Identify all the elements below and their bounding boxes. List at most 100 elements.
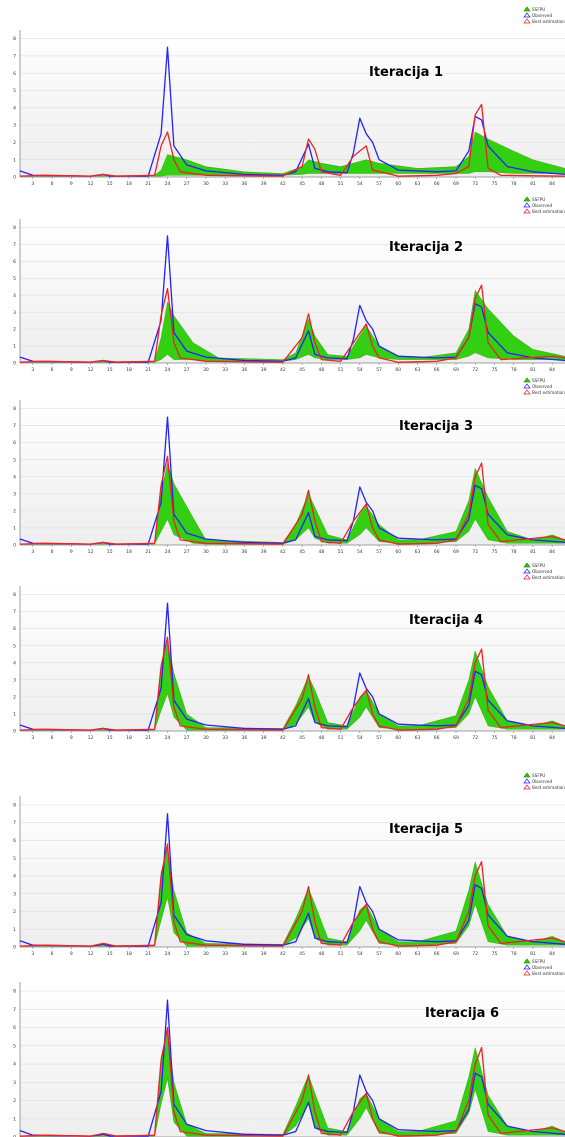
y-tick-label: 4 xyxy=(13,874,16,880)
x-tick-label: 15 xyxy=(107,367,113,373)
y-tick-label: 5 xyxy=(13,457,16,463)
legend-label: Observed xyxy=(532,965,552,970)
y-tick-label: 3 xyxy=(13,123,16,129)
y-tick-label: 4 xyxy=(13,105,16,111)
x-tick-label: 51 xyxy=(338,549,344,555)
y-tick-label: 2 xyxy=(13,327,16,333)
x-tick-label: 33 xyxy=(222,181,228,187)
x-tick-label: 6 xyxy=(51,367,54,373)
observed-legend-icon xyxy=(523,568,531,574)
x-tick-label: 48 xyxy=(318,951,324,957)
x-tick-label: 39 xyxy=(261,951,267,957)
x-tick-label: 48 xyxy=(318,181,324,187)
x-tick-label: 3 xyxy=(31,549,34,555)
legend-label: Observed xyxy=(532,569,552,574)
observed-line xyxy=(19,602,565,731)
x-tick-label: 54 xyxy=(357,181,363,187)
x-tick-label: 84 xyxy=(549,951,555,957)
x-tick-label: 27 xyxy=(184,181,190,187)
y-tick-label: 0 xyxy=(13,1135,16,1137)
ssfpu-legend-icon xyxy=(523,6,531,12)
ssfpu-band xyxy=(19,289,565,363)
observed-line xyxy=(19,416,565,545)
x-tick-label: 81 xyxy=(530,181,536,187)
x-tick-label: 51 xyxy=(338,735,344,741)
y-tick-label: 5 xyxy=(13,88,16,94)
x-tick-label: 72 xyxy=(472,367,478,373)
x-tick-label: 18 xyxy=(126,951,132,957)
x-tick-label: 81 xyxy=(530,549,536,555)
best-estimation-line xyxy=(19,455,565,545)
y-tick-label: 8 xyxy=(13,802,16,808)
x-tick-label: 78 xyxy=(511,549,517,555)
x-tick-label: 57 xyxy=(376,367,382,373)
legend-label: Observed xyxy=(532,203,552,208)
x-tick-label: 24 xyxy=(165,181,171,187)
x-tick-label: 3 xyxy=(31,735,34,741)
x-tick-label: 12 xyxy=(88,951,94,957)
ssfpu-band xyxy=(19,131,565,177)
x-tick-label: 63 xyxy=(415,735,421,741)
x-tick-label: 54 xyxy=(357,735,363,741)
ssfpu-legend-icon xyxy=(523,377,531,383)
x-tick-label: 9 xyxy=(70,549,73,555)
x-tick-label: 54 xyxy=(357,549,363,555)
best-estimation-legend-icon xyxy=(523,970,531,976)
legend-label: Observed xyxy=(532,384,552,389)
y-tick-label: 5 xyxy=(13,856,16,862)
y-tick-label: 3 xyxy=(13,310,16,316)
legend-label: Best estimation xyxy=(532,971,565,976)
legend-label: SSFPU xyxy=(532,378,545,383)
y-tick-label: 1 xyxy=(13,526,16,532)
x-tick-label: 45 xyxy=(299,549,305,555)
x-tick-label: 54 xyxy=(357,367,363,373)
y-tick-label: 6 xyxy=(13,71,16,77)
y-tick-label: 7 xyxy=(13,242,16,248)
x-tick-label: 78 xyxy=(511,181,517,187)
x-tick-label: 78 xyxy=(511,367,517,373)
x-tick-label: 84 xyxy=(549,735,555,741)
x-tick-label: 45 xyxy=(299,951,305,957)
best-estimation-legend-icon xyxy=(523,574,531,580)
x-tick-label: 18 xyxy=(126,181,132,187)
y-tick-label: 6 xyxy=(13,626,16,632)
y-tick-label: 0 xyxy=(13,361,16,367)
x-tick-label: 15 xyxy=(107,735,113,741)
x-tick-label: 21 xyxy=(145,367,151,373)
x-tick-label: 6 xyxy=(51,549,54,555)
x-tick-label: 51 xyxy=(338,951,344,957)
panel-title: Iteracija 1 xyxy=(369,65,443,80)
y-tick-label: 7 xyxy=(13,54,16,60)
y-tick-label: 7 xyxy=(13,820,16,826)
x-tick-label: 69 xyxy=(453,367,459,373)
best-estimation-legend-icon xyxy=(523,389,531,395)
x-tick-label: 60 xyxy=(395,549,401,555)
y-tick-label: 5 xyxy=(13,276,16,282)
x-tick-label: 75 xyxy=(492,951,498,957)
y-tick-label: 3 xyxy=(13,491,16,497)
x-tick-label: 69 xyxy=(453,549,459,555)
y-tick-label: 8 xyxy=(13,406,16,412)
y-tick-label: 1 xyxy=(13,712,16,718)
best-estimation-line xyxy=(19,636,565,731)
y-tick-label: 2 xyxy=(13,508,16,514)
y-tick-label: 5 xyxy=(13,1043,16,1049)
best-estimation-line xyxy=(19,1026,565,1137)
x-tick-label: 84 xyxy=(549,181,555,187)
y-tick-label: 3 xyxy=(13,677,16,683)
best-estimation-line xyxy=(19,843,565,947)
x-tick-label: 42 xyxy=(280,951,286,957)
legend-label: SSFPU xyxy=(532,773,545,778)
best-estimation-legend-icon xyxy=(523,208,531,214)
best-estimation-legend-icon xyxy=(523,18,531,24)
x-tick-label: 36 xyxy=(242,367,248,373)
x-tick-label: 15 xyxy=(107,549,113,555)
x-tick-label: 42 xyxy=(280,735,286,741)
ssfpu-band xyxy=(19,642,565,731)
x-tick-label: 84 xyxy=(549,367,555,373)
y-tick-label: 1 xyxy=(13,344,16,350)
ssfpu-legend-icon xyxy=(523,562,531,568)
